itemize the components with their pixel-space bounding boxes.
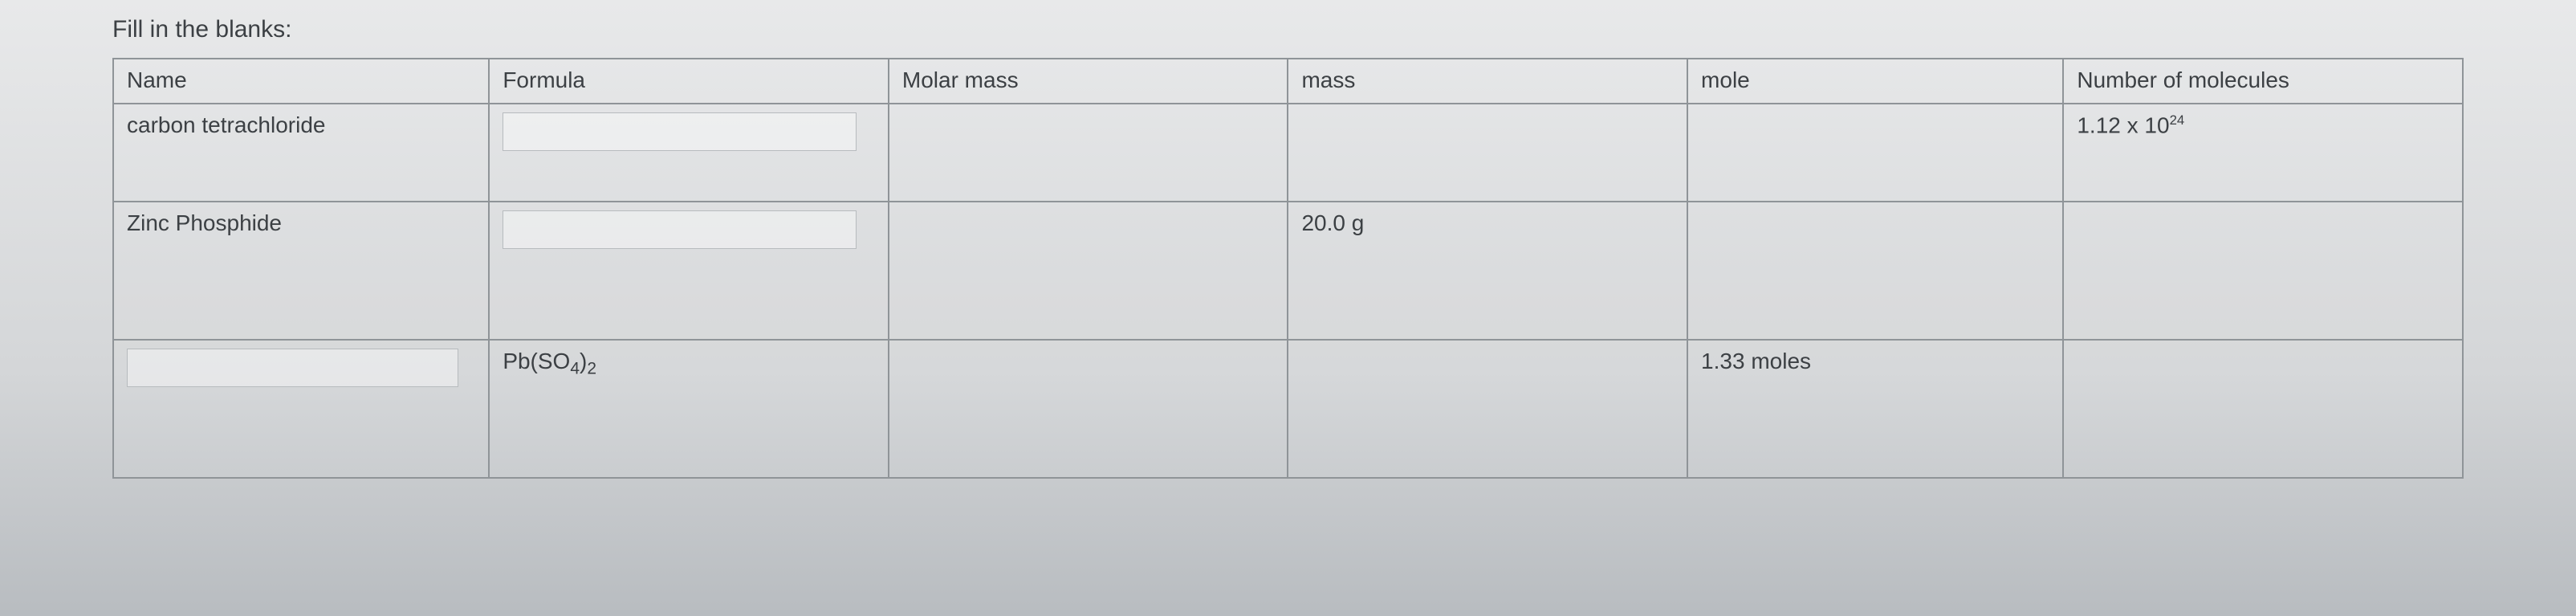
header-mole: mole bbox=[1687, 59, 2063, 104]
cell-name bbox=[113, 340, 489, 478]
cell-mole: 1.33 moles bbox=[1687, 340, 2063, 478]
cell-molar-mass[interactable] bbox=[889, 340, 1288, 478]
header-mass: mass bbox=[1288, 59, 1687, 104]
formula-input[interactable] bbox=[503, 210, 856, 249]
formula-input[interactable] bbox=[503, 112, 856, 151]
cell-mole[interactable] bbox=[1687, 104, 2063, 202]
cell-molecules[interactable] bbox=[2063, 202, 2463, 340]
cell-name: carbon tetrachloride bbox=[113, 104, 489, 202]
prompt-text: Fill in the blanks: bbox=[112, 16, 2464, 43]
table-header-row: Name Formula Molar mass mass mole Number… bbox=[113, 59, 2463, 104]
cell-mole[interactable] bbox=[1687, 202, 2063, 340]
cell-formula bbox=[489, 202, 889, 340]
cell-formula bbox=[489, 104, 889, 202]
cell-mass[interactable] bbox=[1288, 104, 1687, 202]
name-input[interactable] bbox=[127, 349, 458, 387]
cell-mass: 20.0 g bbox=[1288, 202, 1687, 340]
cell-formula: Pb(SO4)2 bbox=[489, 340, 889, 478]
header-molar-mass: Molar mass bbox=[889, 59, 1288, 104]
cell-molecules: 1.12 x 1024 bbox=[2063, 104, 2463, 202]
header-molecules: Number of molecules bbox=[2063, 59, 2463, 104]
cell-molar-mass[interactable] bbox=[889, 202, 1288, 340]
worksheet-page: Fill in the blanks: Name Formula Molar m… bbox=[0, 0, 2576, 479]
cell-mass[interactable] bbox=[1288, 340, 1687, 478]
table-row: Pb(SO4)2 1.33 moles bbox=[113, 340, 2463, 478]
header-name: Name bbox=[113, 59, 489, 104]
cell-molar-mass[interactable] bbox=[889, 104, 1288, 202]
table-row: carbon tetrachloride 1.12 x 1024 bbox=[113, 104, 2463, 202]
cell-molecules[interactable] bbox=[2063, 340, 2463, 478]
cell-name: Zinc Phosphide bbox=[113, 202, 489, 340]
header-formula: Formula bbox=[489, 59, 889, 104]
table-row: Zinc Phosphide 20.0 g bbox=[113, 202, 2463, 340]
fill-blanks-table: Name Formula Molar mass mass mole Number… bbox=[112, 58, 2464, 479]
